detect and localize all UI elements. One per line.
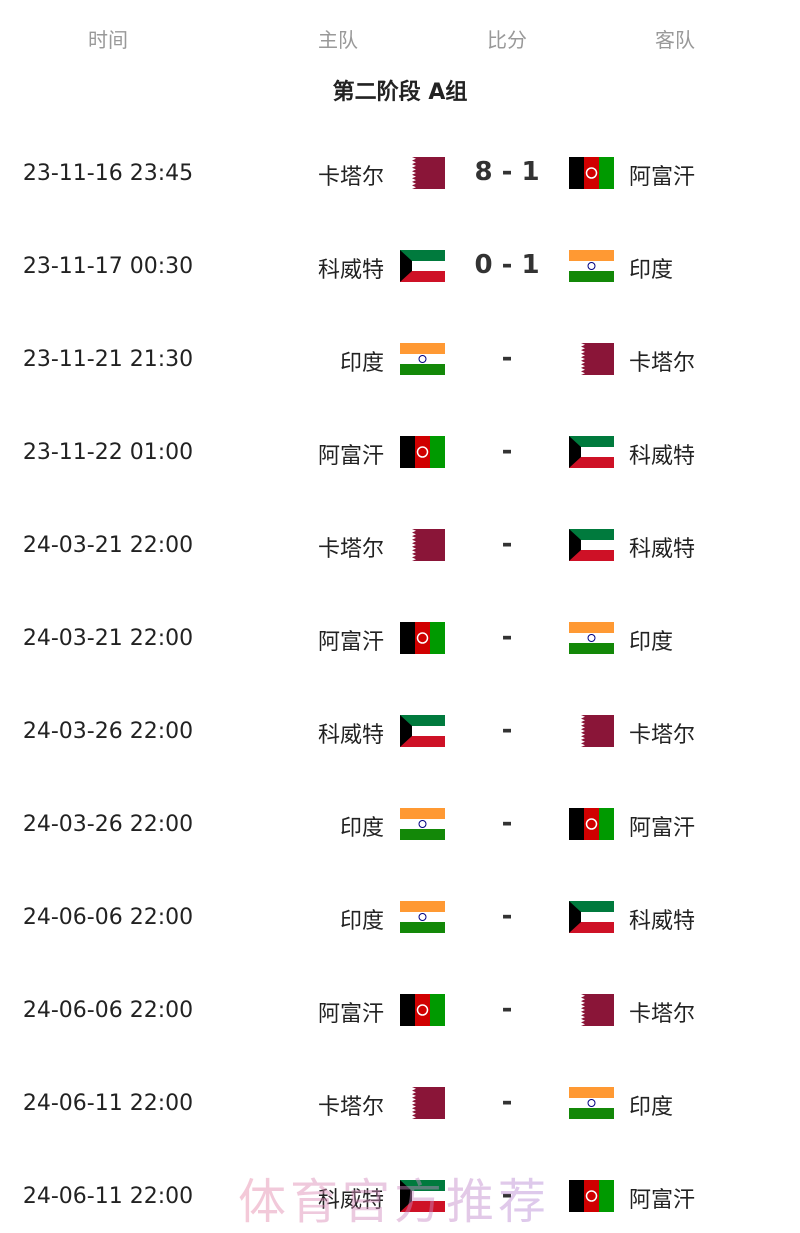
qatar-flag-icon (400, 1087, 445, 1119)
match-time: 24-03-26 22:00 (22, 812, 194, 837)
india-flag-icon (400, 343, 445, 375)
away-team: 印度 (629, 630, 674, 655)
kuwait-flag-icon (400, 250, 445, 282)
home-team: 卡塔尔 (317, 1095, 384, 1120)
match-row[interactable]: 23-11-16 23:45 卡塔尔 8 - 1 阿富汗 (0, 143, 800, 203)
match-score: - (501, 436, 513, 466)
away-team: 科威特 (629, 909, 696, 934)
header-away: 客队 (655, 28, 695, 52)
home-team: 卡塔尔 (317, 165, 384, 190)
match-row[interactable]: 24-06-06 22:00 阿富汗 - 卡塔尔 (0, 980, 800, 1040)
match-score: - (501, 1180, 513, 1210)
india-flag-icon (400, 808, 445, 840)
header-time: 时间 (88, 28, 128, 52)
match-score: - (501, 715, 513, 745)
qatar-flag-icon (569, 343, 614, 375)
group-title: 第二阶段 A组 (332, 80, 468, 105)
away-team: 科威特 (629, 444, 696, 469)
qatar-flag-icon (569, 994, 614, 1026)
away-team: 卡塔尔 (629, 723, 696, 748)
india-flag-icon (569, 1087, 614, 1119)
home-team: 科威特 (317, 258, 384, 283)
match-time: 24-03-21 22:00 (22, 533, 194, 558)
match-row[interactable]: 23-11-22 01:00 阿富汗 - 科威特 (0, 422, 800, 482)
match-row[interactable]: 23-11-17 00:30 科威特 0 - 1 印度 (0, 236, 800, 296)
qatar-flag-icon (400, 529, 445, 561)
match-score: - (501, 901, 513, 931)
qatar-flag-icon (400, 157, 445, 189)
home-team: 科威特 (317, 723, 384, 748)
away-team: 科威特 (629, 537, 696, 562)
match-row[interactable]: 24-06-06 22:00 印度 - 科威特 (0, 887, 800, 947)
afghanistan-flag-icon (400, 436, 445, 468)
away-team: 阿富汗 (629, 816, 696, 841)
india-flag-icon (569, 622, 614, 654)
match-score: - (501, 808, 513, 838)
afghanistan-flag-icon (569, 808, 614, 840)
match-row[interactable]: 24-03-21 22:00 阿富汗 - 印度 (0, 608, 800, 668)
match-row[interactable]: 24-06-11 22:00 科威特 - 阿富汗 (0, 1166, 800, 1226)
kuwait-flag-icon (400, 715, 445, 747)
kuwait-flag-icon (569, 529, 614, 561)
match-score: - (501, 994, 513, 1024)
match-score: 8 - 1 (474, 157, 540, 187)
match-time: 24-03-21 22:00 (22, 626, 194, 651)
home-team: 印度 (339, 816, 384, 841)
match-time: 23-11-17 00:30 (22, 254, 194, 279)
match-time: 23-11-22 01:00 (22, 440, 194, 465)
away-team: 卡塔尔 (629, 351, 696, 376)
match-score: - (501, 343, 513, 373)
header-home: 主队 (318, 28, 358, 52)
india-flag-icon (400, 901, 445, 933)
match-score: - (501, 1087, 513, 1117)
kuwait-flag-icon (569, 901, 614, 933)
india-flag-icon (569, 250, 614, 282)
afghanistan-flag-icon (569, 157, 614, 189)
match-time: 24-06-06 22:00 (22, 998, 194, 1023)
match-score: 0 - 1 (474, 250, 540, 280)
away-team: 印度 (629, 258, 674, 283)
match-score: - (501, 529, 513, 559)
match-time: 24-03-26 22:00 (22, 719, 194, 744)
qatar-flag-icon (569, 715, 614, 747)
match-time: 24-06-11 22:00 (22, 1184, 194, 1209)
away-team: 阿富汗 (629, 1188, 696, 1213)
home-team: 阿富汗 (317, 1002, 384, 1027)
header-score: 比分 (487, 28, 527, 52)
away-team: 印度 (629, 1095, 674, 1120)
home-team: 印度 (339, 351, 384, 376)
match-score: - (501, 622, 513, 652)
match-row[interactable]: 24-06-11 22:00 卡塔尔 - 印度 (0, 1073, 800, 1133)
afghanistan-flag-icon (400, 622, 445, 654)
kuwait-flag-icon (569, 436, 614, 468)
match-row[interactable]: 24-03-21 22:00 卡塔尔 - 科威特 (0, 515, 800, 575)
match-row[interactable]: 23-11-21 21:30 印度 - 卡塔尔 (0, 329, 800, 389)
kuwait-flag-icon (400, 1180, 445, 1212)
afghanistan-flag-icon (569, 1180, 614, 1212)
match-row[interactable]: 24-03-26 22:00 科威特 - 卡塔尔 (0, 701, 800, 761)
afghanistan-flag-icon (400, 994, 445, 1026)
home-team: 阿富汗 (317, 444, 384, 469)
home-team: 科威特 (317, 1188, 384, 1213)
away-team: 卡塔尔 (629, 1002, 696, 1027)
home-team: 卡塔尔 (317, 537, 384, 562)
match-row[interactable]: 24-03-26 22:00 印度 - 阿富汗 (0, 794, 800, 854)
home-team: 印度 (339, 909, 384, 934)
away-team: 阿富汗 (629, 165, 696, 190)
match-time: 23-11-21 21:30 (22, 347, 194, 372)
match-time: 24-06-11 22:00 (22, 1091, 194, 1116)
match-time: 24-06-06 22:00 (22, 905, 194, 930)
home-team: 阿富汗 (317, 630, 384, 655)
match-time: 23-11-16 23:45 (22, 161, 194, 186)
